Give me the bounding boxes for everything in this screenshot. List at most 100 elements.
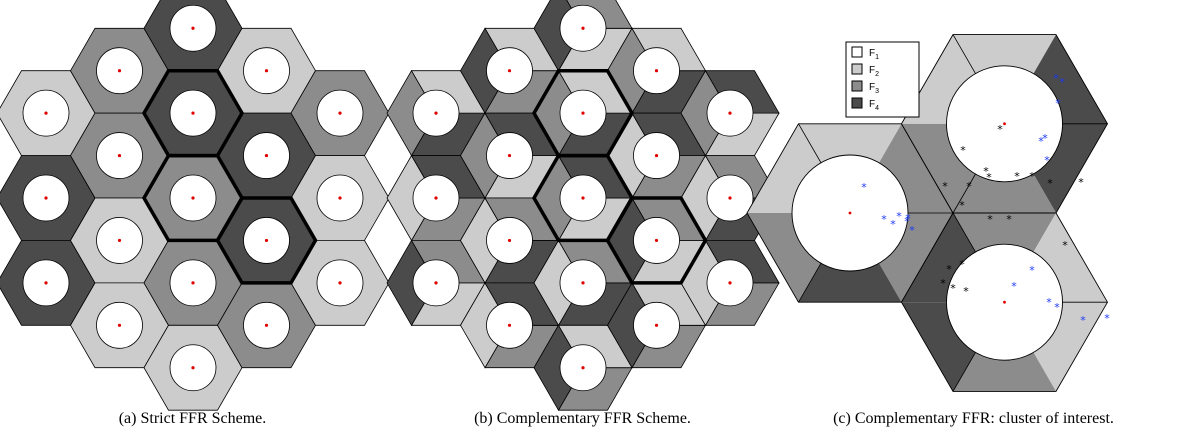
base-station-dot <box>654 323 659 327</box>
base-station-dot <box>264 153 269 158</box>
user-marker: * <box>1078 176 1084 189</box>
user-marker: * <box>987 213 993 226</box>
user-marker: * <box>950 282 956 295</box>
base-station-dot <box>117 153 122 158</box>
base-station-dot <box>191 281 195 285</box>
cluster-of-interest-diagram: ** ** **** ******** ** ******* ** **** ******* <box>746 34 1110 392</box>
user-marker: * <box>940 277 946 290</box>
user-marker: * <box>963 285 969 298</box>
caption-cluster-of-interest: (c) Complementary FFR: cluster of intere… <box>833 410 1114 427</box>
base-station-dot <box>191 111 195 115</box>
user-marker: * <box>983 165 989 178</box>
cluster-outline <box>215 196 318 285</box>
base-station-dot <box>1003 122 1006 126</box>
base-station-dot <box>117 238 122 243</box>
base-station-dot <box>338 196 342 200</box>
user-marker: * <box>966 180 972 193</box>
cell-sector <box>704 70 780 114</box>
user-marker: * <box>942 180 948 193</box>
base-station-dot <box>44 111 48 115</box>
user-marker: * <box>1029 170 1035 183</box>
base-station-dot <box>728 111 732 115</box>
user-marker: * <box>1038 135 1044 148</box>
user-marker: * <box>909 224 915 237</box>
user-marker: * <box>1046 296 1052 309</box>
base-station-dot <box>1003 300 1006 304</box>
base-station-dot <box>338 111 342 115</box>
base-station-dot <box>264 323 269 327</box>
base-station-dot <box>191 196 195 200</box>
base-station-dot <box>191 366 195 370</box>
base-station-dot <box>117 323 122 327</box>
user-marker: * <box>1054 301 1060 314</box>
base-station-dot <box>507 69 512 73</box>
user-marker: * <box>1047 177 1053 190</box>
cluster-outline <box>605 196 708 285</box>
cluster-outline <box>141 68 245 158</box>
user-marker: * <box>1042 132 1048 145</box>
user-marker: * <box>946 263 952 276</box>
caption-strict-ffr: (a) Strict FFR Scheme. <box>118 410 267 427</box>
base-station-dot <box>654 238 659 243</box>
user-marker: * <box>1104 312 1110 325</box>
user-marker: * <box>959 199 965 212</box>
legend-swatch-f3 <box>851 80 863 92</box>
cell-sector <box>631 27 707 72</box>
user-marker: * <box>1053 72 1059 85</box>
user-marker: * <box>881 213 887 226</box>
base-station-dot <box>581 111 585 115</box>
base-station-dot <box>848 211 852 215</box>
legend-label-f2: F2 <box>869 65 879 78</box>
legend-swatch-f2 <box>851 63 863 75</box>
base-station-dot <box>191 26 195 30</box>
base-station-dot <box>581 281 585 285</box>
user-marker: * <box>1080 314 1086 327</box>
user-marker: * <box>904 215 910 228</box>
base-station-dot <box>117 69 122 73</box>
base-station-dot <box>728 281 732 285</box>
base-station-dot <box>338 281 342 285</box>
user-marker: * <box>1014 170 1020 183</box>
user-marker: * <box>986 171 992 184</box>
base-station-dot <box>434 196 438 200</box>
user-marker: * <box>1044 154 1050 167</box>
legend-label-f3: F3 <box>869 82 879 95</box>
user-marker: * <box>1011 280 1017 293</box>
cluster-outline <box>531 68 635 158</box>
base-station-dot <box>728 196 732 200</box>
user-marker: * <box>1006 213 1012 226</box>
user-marker: * <box>1055 97 1061 110</box>
complementary-ffr-diagram <box>386 0 780 412</box>
caption-complementary-ffr: (b) Complementary FFR Scheme. <box>474 410 691 427</box>
user-marker: * <box>890 218 896 231</box>
base-station-dot <box>44 196 48 200</box>
base-station-dot <box>507 238 512 243</box>
base-station-dot <box>264 238 269 243</box>
user-marker: * <box>896 210 902 223</box>
base-station-dot <box>581 366 585 370</box>
base-station-dot <box>44 281 48 285</box>
user-marker: * <box>861 181 867 194</box>
base-station-dot <box>507 153 512 158</box>
cluster-cell-border <box>900 212 1109 392</box>
base-station-dot <box>264 69 269 73</box>
base-station-dot <box>654 153 659 158</box>
base-station-dot <box>434 281 438 285</box>
strict-ffr-diagram <box>0 0 390 411</box>
user-marker: * <box>1062 239 1068 252</box>
base-station-dot <box>507 323 512 327</box>
base-station-dot <box>581 196 585 200</box>
user-marker: * <box>1029 264 1035 277</box>
legend-swatch-f1 <box>851 46 863 58</box>
user-marker: * <box>997 123 1003 136</box>
legend-swatch-f4 <box>851 97 863 109</box>
user-marker: * <box>960 144 966 157</box>
user-marker: * <box>905 212 911 225</box>
legend-label-f1: F1 <box>869 48 879 61</box>
frequency-legend: F1 F2 F3 F4 <box>845 41 920 118</box>
base-station-dot <box>434 111 438 115</box>
base-station-dot <box>581 26 585 30</box>
legend-label-f4: F4 <box>869 99 879 112</box>
user-marker: * <box>959 258 965 271</box>
